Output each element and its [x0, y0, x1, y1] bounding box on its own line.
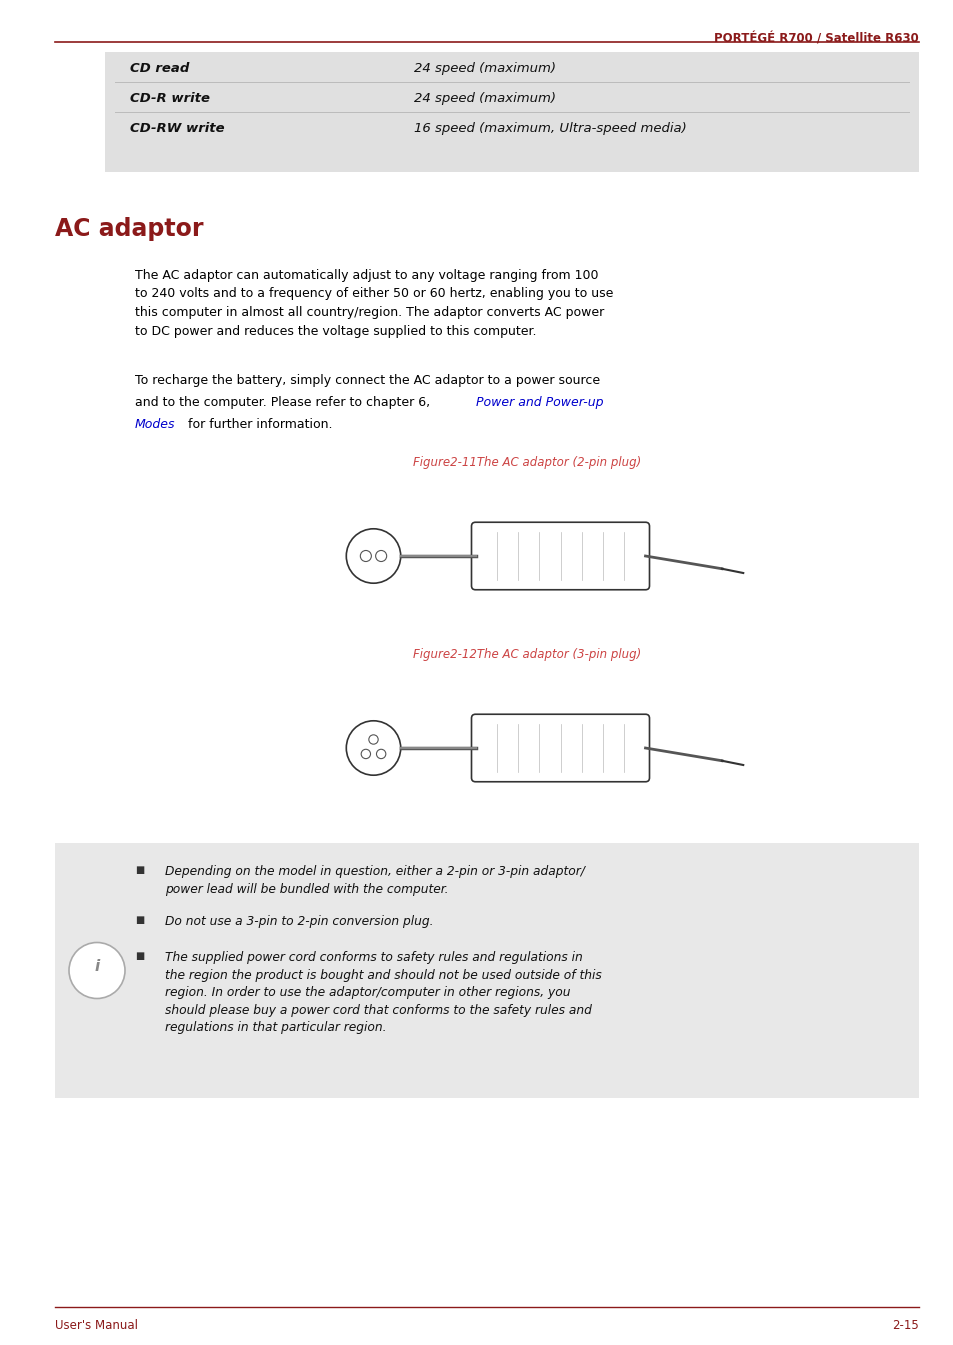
Circle shape [346, 529, 400, 584]
Text: for further information.: for further information. [183, 418, 332, 430]
Text: The supplied power cord conforms to safety rules and regulations in
the region t: The supplied power cord conforms to safe… [165, 951, 601, 1034]
Text: The AC adaptor can automatically adjust to any voltage ranging from 100
to 240 v: The AC adaptor can automatically adjust … [135, 269, 613, 338]
FancyBboxPatch shape [55, 843, 918, 1098]
Text: AC adaptor: AC adaptor [55, 217, 203, 241]
Text: 16 speed (maximum, Ultra-speed media): 16 speed (maximum, Ultra-speed media) [414, 122, 686, 134]
Circle shape [369, 734, 377, 744]
Circle shape [346, 721, 400, 775]
Text: ■: ■ [135, 951, 145, 960]
Text: CD-R write: CD-R write [130, 91, 210, 105]
Text: ■: ■ [135, 865, 145, 876]
Text: To recharge the battery, simply connect the AC adaptor to a power source: To recharge the battery, simply connect … [135, 374, 599, 387]
FancyBboxPatch shape [471, 522, 649, 589]
Circle shape [361, 749, 370, 759]
Text: 24 speed (maximum): 24 speed (maximum) [414, 62, 556, 75]
Text: 24 speed (maximum): 24 speed (maximum) [414, 91, 556, 105]
Circle shape [69, 943, 125, 998]
Text: Do not use a 3-pin to 2-pin conversion plug.: Do not use a 3-pin to 2-pin conversion p… [165, 915, 433, 928]
Text: Depending on the model in question, either a 2-pin or 3-pin adaptor/
power lead : Depending on the model in question, eith… [165, 865, 584, 896]
Text: i: i [94, 959, 99, 974]
FancyBboxPatch shape [105, 52, 918, 172]
Text: CD read: CD read [130, 62, 190, 75]
Text: Figure2-12The AC adaptor (3-pin plug): Figure2-12The AC adaptor (3-pin plug) [413, 648, 640, 660]
Text: Figure2-11The AC adaptor (2-pin plug): Figure2-11The AC adaptor (2-pin plug) [413, 456, 640, 469]
Text: Power and Power-up: Power and Power-up [476, 395, 603, 409]
Text: CD-RW write: CD-RW write [130, 122, 224, 134]
Text: Modes: Modes [135, 418, 175, 430]
Text: User's Manual: User's Manual [55, 1319, 138, 1332]
Text: and to the computer. Please refer to chapter 6,: and to the computer. Please refer to cha… [135, 395, 434, 409]
Circle shape [360, 550, 371, 561]
Circle shape [375, 550, 386, 561]
FancyBboxPatch shape [471, 714, 649, 781]
Text: PORTÉGÉ R700 / Satellite R630: PORTÉGÉ R700 / Satellite R630 [714, 32, 918, 44]
Text: 2-15: 2-15 [891, 1319, 918, 1332]
Circle shape [376, 749, 385, 759]
Text: ■: ■ [135, 915, 145, 925]
